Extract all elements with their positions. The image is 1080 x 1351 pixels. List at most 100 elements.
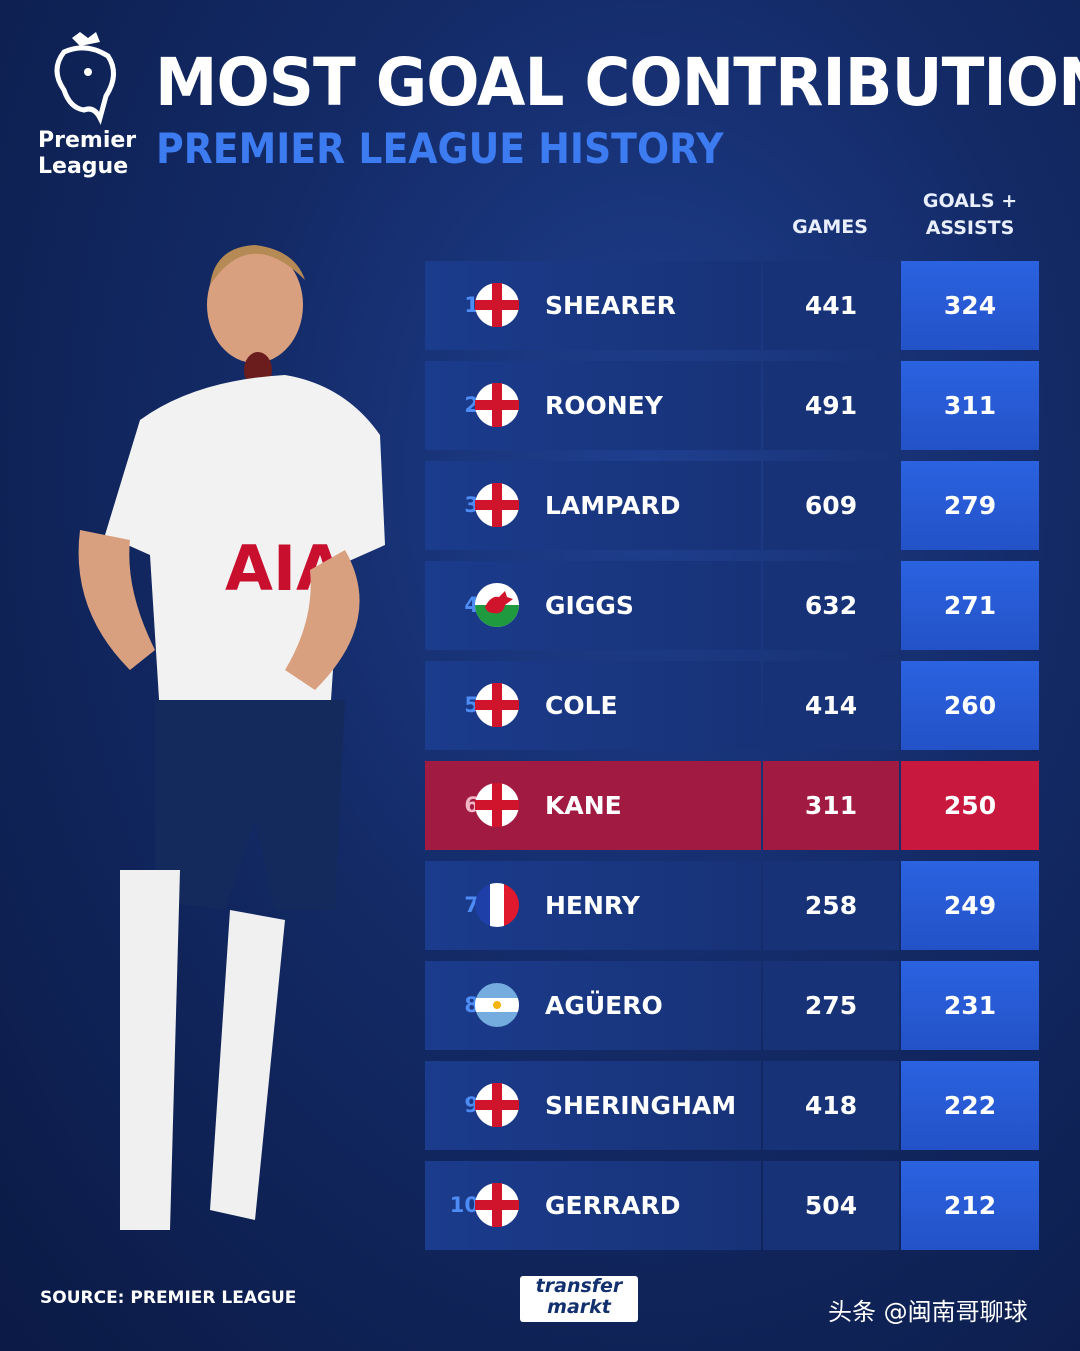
goals-assists-cell: 271 <box>901 561 1039 650</box>
player-cell: 5 COLE <box>425 661 761 750</box>
column-header: GOALS + ASSISTS <box>922 190 1018 239</box>
logo-text: Premier <box>38 128 137 153</box>
games: 609 <box>804 491 858 520</box>
games-cell: 414 <box>763 661 899 750</box>
goals-assists-cell: 212 <box>901 1161 1039 1250</box>
goals-assists-cell: 249 <box>901 861 1039 950</box>
rank: 9 <box>464 1093 479 1117</box>
flag <box>475 283 519 327</box>
games-cell: 311 <box>763 761 899 850</box>
player-cell: 8 AGÜERO <box>425 961 761 1050</box>
flag <box>475 983 519 1027</box>
table-row: 9 SHERINGHAM 418 222 <box>425 1061 1039 1150</box>
rank: 1 <box>464 293 479 317</box>
table-row: 5 COLE 414 260 <box>425 661 1039 750</box>
goals-assists: 271 <box>943 591 997 620</box>
flag <box>475 1183 519 1227</box>
brand-text: transfer <box>535 1275 623 1297</box>
games-cell: 491 <box>763 361 899 450</box>
player-name: GIGGS <box>545 591 634 620</box>
games: 311 <box>804 791 858 820</box>
table-row: 4 GIGGS 632 271 <box>425 561 1039 650</box>
flag <box>475 1083 519 1127</box>
table-row: 10 GERRARD 504 212 <box>425 1161 1039 1250</box>
games: 414 <box>804 691 858 720</box>
rank: 3 <box>464 493 479 517</box>
games-cell: 275 <box>763 961 899 1050</box>
brand-text: markt <box>547 1296 611 1318</box>
player-cell: 10 GERRARD <box>425 1161 761 1250</box>
player-name: KANE <box>545 791 622 820</box>
rank: 10 <box>449 1193 479 1217</box>
player-name: GERRARD <box>545 1191 681 1220</box>
player-image: AIA <box>78 245 385 1230</box>
games-cell: 441 <box>763 261 899 350</box>
games: 491 <box>804 391 858 420</box>
goals-assists: 279 <box>943 491 997 520</box>
brand-logo: transfer markt <box>520 1276 638 1322</box>
table-row: 8 AGÜERO 275 231 <box>425 961 1039 1050</box>
player-name: SHEARER <box>545 291 676 320</box>
table-row: 7 HENRY 258 249 <box>425 861 1039 950</box>
flag <box>475 683 519 727</box>
games: 418 <box>804 1091 858 1120</box>
player-cell: 3 LAMPARD <box>425 461 761 550</box>
goals-assists: 212 <box>943 1191 997 1220</box>
flag <box>475 483 519 527</box>
rank: 4 <box>464 593 479 617</box>
rank: 8 <box>464 993 479 1017</box>
games: 441 <box>804 291 858 320</box>
player-cell: 9 SHERINGHAM <box>425 1061 761 1150</box>
player-cell: 2 ROONEY <box>425 361 761 450</box>
rank: 7 <box>464 893 479 917</box>
flag <box>475 783 519 827</box>
games-cell: 632 <box>763 561 899 650</box>
logo-text: League <box>38 154 129 179</box>
games-cell: 418 <box>763 1061 899 1150</box>
flag <box>475 883 519 927</box>
source: SOURCE: PREMIER LEAGUE <box>40 1288 297 1308</box>
games-cell: 504 <box>763 1161 899 1250</box>
goals-assists: 249 <box>943 891 997 920</box>
player-cell: 7 HENRY <box>425 861 761 950</box>
goals-assists: 311 <box>943 391 997 420</box>
games-cell: 609 <box>763 461 899 550</box>
goals-assists-cell: 250 <box>901 761 1039 850</box>
table-row: 2 ROONEY 491 311 <box>425 361 1039 450</box>
goals-assists: 260 <box>943 691 997 720</box>
flag <box>475 583 519 627</box>
goals-assists-cell: 260 <box>901 661 1039 750</box>
goals-assists: 222 <box>943 1091 997 1120</box>
player-name: AGÜERO <box>545 991 663 1020</box>
subtitle: PREMIER LEAGUE HISTORY <box>156 124 724 173</box>
player-name: COLE <box>545 691 618 720</box>
rank: 5 <box>464 693 479 717</box>
player-cell: 6 KANE <box>425 761 761 850</box>
player-name: LAMPARD <box>545 491 681 520</box>
games: 258 <box>804 891 858 920</box>
goals-assists-cell: 231 <box>901 961 1039 1050</box>
games: 504 <box>804 1191 858 1220</box>
goals-assists: 231 <box>943 991 997 1020</box>
games: 275 <box>804 991 858 1020</box>
player-cell: 1 SHEARER <box>425 261 761 350</box>
rank: 2 <box>464 393 479 417</box>
watermark: 头条 @闽南哥聊球 <box>828 1298 1028 1326</box>
flag <box>475 383 519 427</box>
goals-assists-cell: 324 <box>901 261 1039 350</box>
logo-icon <box>54 32 116 125</box>
games-cell: 258 <box>763 861 899 950</box>
title: MOST GOAL CONTRIBUTIONS <box>155 44 1080 121</box>
column-header: GAMES <box>792 216 868 238</box>
games: 632 <box>804 591 858 620</box>
table-row: 1 SHEARER 441 324 <box>425 261 1039 350</box>
goals-assists-cell: 279 <box>901 461 1039 550</box>
goals-assists-cell: 222 <box>901 1061 1039 1150</box>
player-name: ROONEY <box>545 391 663 420</box>
goals-assists: 250 <box>943 791 997 820</box>
player-name: HENRY <box>545 891 640 920</box>
player-name: SHERINGHAM <box>545 1091 737 1120</box>
table-row: 6 KANE 311 250 <box>425 761 1039 850</box>
rank: 6 <box>464 793 479 817</box>
